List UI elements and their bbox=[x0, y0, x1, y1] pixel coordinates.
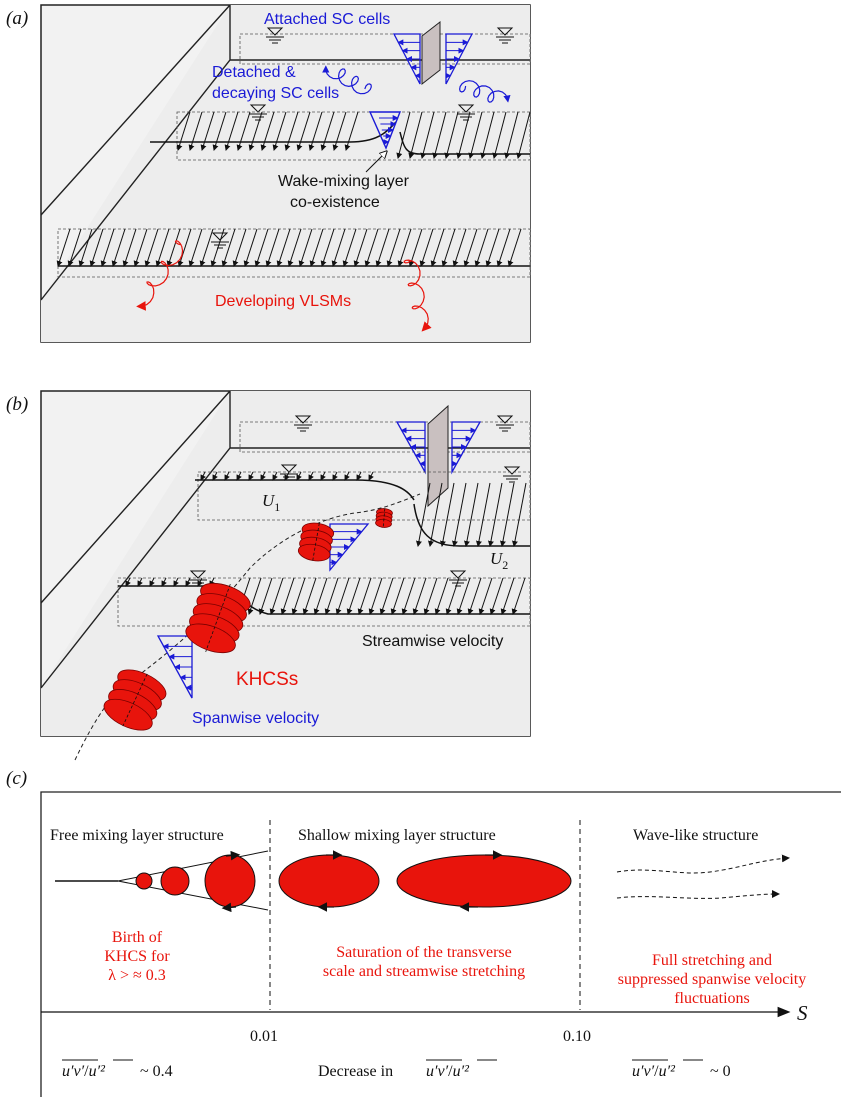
khcs-small-2 bbox=[160, 866, 190, 896]
khcss-label: KHCSs bbox=[236, 669, 298, 690]
splitter-plate bbox=[421, 20, 441, 86]
u2-label: U2 bbox=[490, 549, 508, 572]
developing-vlsms-label: Developing VLSMs bbox=[215, 293, 351, 310]
panel-c-frame bbox=[40, 791, 841, 1097]
panel-a: (a) Attached SC cells Detached & decayin… bbox=[6, 4, 531, 343]
panel-c: (c) Free mixing layer structure Shallow … bbox=[6, 768, 841, 1097]
detached-sc-cells-label-1: Detached & bbox=[212, 64, 296, 81]
splitter-plate-b bbox=[427, 404, 449, 508]
attached-sc-cells-label: Attached SC cells bbox=[264, 11, 390, 28]
sc-cell-swirls bbox=[322, 65, 511, 103]
full-stretch-label-1: Full stretching and bbox=[652, 952, 772, 969]
tick-001: 0.01 bbox=[250, 1028, 278, 1045]
full-stretch-label-2: suppressed spanwise velocity bbox=[618, 971, 806, 988]
full-stretch-label-3: fluctuations bbox=[674, 990, 750, 1007]
tick-010: 0.10 bbox=[563, 1028, 591, 1045]
saturation-label-2: scale and streamwise stretching bbox=[323, 963, 525, 980]
khcs-medium bbox=[204, 854, 256, 908]
stress-ratio-right: u′v′/u′² ~ 0 bbox=[632, 1059, 731, 1080]
streamwise-velocity-arrows-lower bbox=[56, 228, 522, 267]
svg-text:u′v′/u′²: u′v′/u′² bbox=[426, 1063, 470, 1080]
regime-wave-title: Wave-like structure bbox=[633, 827, 758, 844]
wave-line-2 bbox=[616, 890, 780, 899]
khcs-saturated-2 bbox=[396, 854, 572, 908]
wake-mixing-layer-label-1: Wake-mixing layer bbox=[278, 173, 410, 190]
khcs-small-1 bbox=[135, 872, 153, 890]
wave-line-1 bbox=[616, 854, 790, 874]
streamwise-velocity-arrows-upper bbox=[176, 111, 531, 159]
panel-b-label: (b) bbox=[6, 394, 28, 415]
khcs-saturated-1 bbox=[278, 854, 380, 908]
regime-free-title: Free mixing layer structure bbox=[50, 827, 224, 844]
wake-mixing-layer-label-2: co-existence bbox=[290, 194, 380, 211]
khcs-vortices bbox=[103, 508, 393, 731]
regime-shallow-title: Shallow mixing layer structure bbox=[298, 827, 496, 844]
stress-ratio-mid: Decrease in u′v′/u′² bbox=[318, 1059, 497, 1080]
panel-a-label: (a) bbox=[6, 8, 28, 29]
panel-c-label: (c) bbox=[6, 768, 27, 789]
streamwise-arrows-upper-b bbox=[200, 471, 527, 547]
attached-sc-cell-profiles bbox=[392, 33, 474, 85]
spanwise-velocity-profile-a bbox=[368, 111, 402, 150]
svg-text:~ 0.4: ~ 0.4 bbox=[140, 1063, 173, 1080]
developing-vlsm-vortices bbox=[136, 240, 432, 332]
spanwise-profiles-near-plate bbox=[395, 421, 482, 475]
svg-text:~ 0: ~ 0 bbox=[710, 1063, 731, 1080]
saturation-label-1: Saturation of the transverse bbox=[336, 944, 512, 961]
svg-text:u′v′/u′²: u′v′/u′² bbox=[632, 1063, 676, 1080]
svg-text:u′v′/u′²: u′v′/u′² bbox=[62, 1063, 106, 1080]
detached-sc-cells-label-2: decaying SC cells bbox=[212, 85, 339, 102]
birth-label-3: λ > ≈ 0.3 bbox=[108, 967, 166, 984]
u1-label: U1 bbox=[262, 491, 280, 514]
spanwise-velocity-label: Spanwise velocity bbox=[192, 710, 319, 727]
svg-text:Decrease in: Decrease in bbox=[318, 1063, 393, 1080]
s-axis-label: S bbox=[797, 1001, 808, 1025]
channel-floor bbox=[41, 5, 530, 342]
birth-label-2: KHCS for bbox=[104, 948, 170, 965]
stress-ratio-left: u′v′/u′² ~ 0.4 bbox=[62, 1059, 173, 1080]
panel-b: (b) U1 U2 Streamwise velocity KHCSs Span… bbox=[6, 390, 531, 761]
birth-label-1: Birth of bbox=[112, 929, 163, 946]
streamwise-velocity-label: Streamwise velocity bbox=[362, 633, 503, 650]
